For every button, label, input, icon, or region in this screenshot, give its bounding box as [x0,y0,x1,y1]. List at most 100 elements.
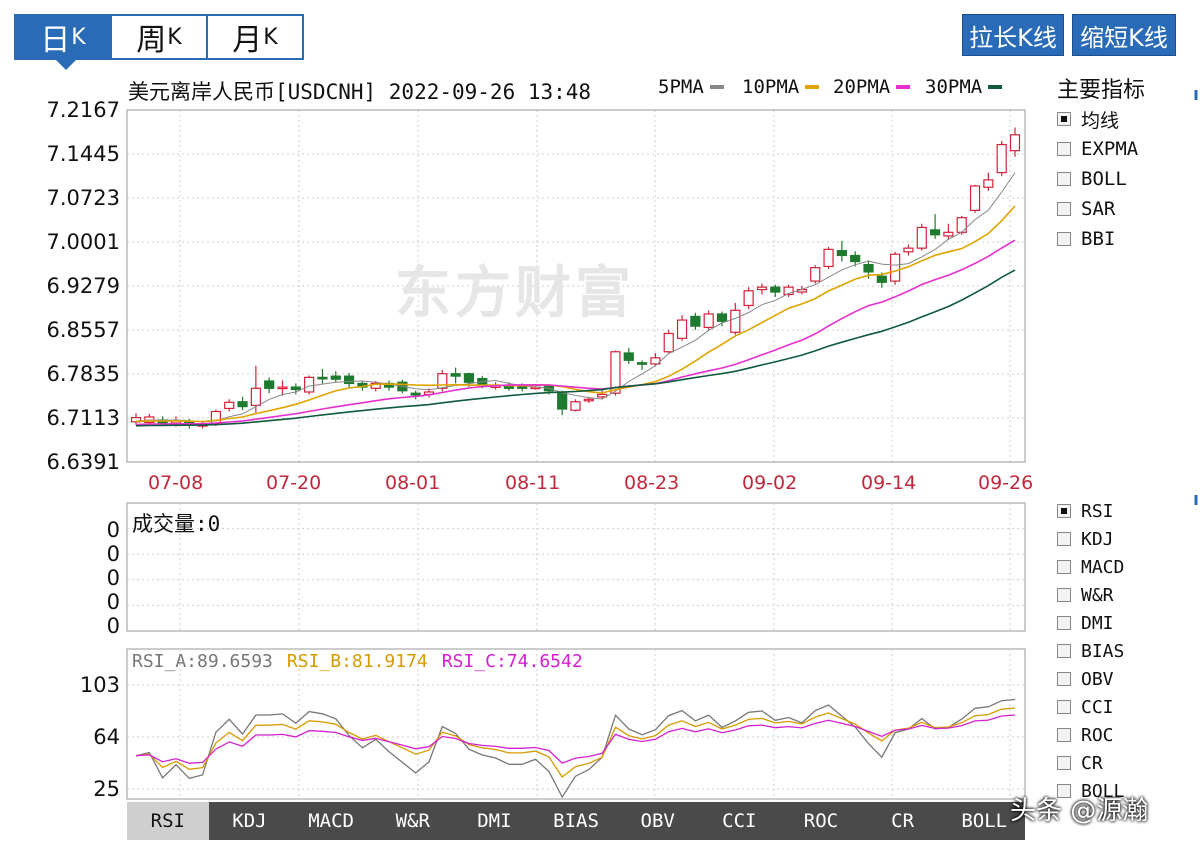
indicator-bbi-label: BBI [1081,228,1116,250]
indicator-boll[interactable]: BOLL [1057,164,1138,194]
checkbox-icon[interactable] [1057,672,1071,686]
candle-body [610,351,621,394]
candle-body [130,416,142,423]
candle-body [836,249,847,257]
sub-indicator-dmi[interactable]: DMI [1057,609,1124,637]
checkbox-icon[interactable] [1057,112,1071,126]
candle-body [943,231,954,237]
candle-body [570,401,581,411]
checkbox-icon[interactable] [1057,644,1071,658]
sub-indicator-macd[interactable]: MACD [1057,553,1124,581]
checkbox-icon[interactable] [1057,232,1071,246]
main-grid [127,110,1025,462]
bottom-tab-bias[interactable]: BIAS [553,810,599,832]
volume-label-row: 成交量:0 [132,508,220,538]
indicator-expma-label: EXPMA [1081,138,1139,160]
checkbox-icon[interactable] [1057,700,1071,714]
sub-indicator-cr[interactable]: CR [1057,749,1124,777]
rsi-y-tick: 25 [93,777,120,801]
bottom-tab-kdj[interactable]: KDJ [232,810,267,832]
y-tick-label: 7.1445 [46,142,120,166]
candle-body [237,401,248,408]
y-tick-label: 6.6391 [46,450,120,474]
lengthen-kline-button[interactable]: 拉长K线 [962,14,1064,56]
ma-legend-30-swatch [988,85,1003,89]
indicator-ma[interactable]: 均线 [1057,104,1138,134]
rsi-c-label: RSI_C:74.6542 [441,651,583,672]
bottom-tab-boll[interactable]: BOLL [961,810,1008,832]
candle-body [969,185,981,211]
sub-indicator-roc[interactable]: ROC [1057,721,1124,749]
rsi-line-c [135,714,1016,764]
candle-body [250,387,261,406]
checkbox-icon[interactable] [1057,142,1071,156]
ma-legend-5-label: 5PMA [658,76,704,98]
sub-indicator-bias-label: BIAS [1081,640,1125,662]
main-indicator-heading: 主要指标 [1057,78,1146,103]
checkbox-icon[interactable] [1057,588,1071,602]
bottom-indicator-tabs: RSI KDJ MACD W&R DMI BIAS OBV CCI ROC CR… [127,802,1025,840]
bottom-tab-dmi[interactable]: DMI [477,810,512,832]
sub-indicator-bias[interactable]: BIAS [1057,637,1124,665]
bottom-tab-cci[interactable]: CCI [722,810,757,832]
x-tick-label: 09-14 [861,472,917,494]
checkbox-icon[interactable] [1057,560,1071,574]
bottom-tab-obv[interactable]: OBV [640,810,675,832]
tab-weekly-suffix: K [167,24,182,50]
tab-daily-suffix: K [71,24,86,50]
checkbox-icon[interactable] [1057,172,1071,186]
sub-indicator-obv[interactable]: OBV [1057,665,1124,693]
checkbox-icon[interactable] [1057,784,1071,798]
ma-legend-20-label: 20PMA [833,76,891,98]
candle-body [730,309,741,333]
sub-indicator-boll[interactable]: BOLL [1057,777,1124,805]
bottom-tab-roc[interactable]: ROC [803,810,839,832]
candle-body [929,229,941,236]
ma-legend-30: 30PMA [925,76,1003,98]
ma-legend-5-swatch [709,85,724,89]
ma-legend-10: 10PMA [742,76,820,98]
candle-body [557,392,568,410]
bottom-tab-wr[interactable]: W&R [395,810,430,832]
sub-indicator-rsi[interactable]: RSI [1057,497,1124,525]
volume-y-tick: 0 [106,566,120,590]
rsi-lines [135,698,1016,799]
y-tick-label: 6.7835 [46,362,120,386]
shorten-kline-button[interactable]: 缩短K线 [1072,14,1176,56]
x-tick-label: 08-11 [505,472,561,494]
sub-indicator-kdj[interactable]: KDJ [1057,525,1124,553]
indicator-expma[interactable]: EXPMA [1057,134,1138,164]
x-tick-label: 09-26 [978,472,1034,494]
indicator-sar-label: SAR [1081,198,1116,220]
bottom-tab-macd[interactable]: MACD [308,810,354,832]
sub-indicator-cci[interactable]: CCI [1057,693,1124,721]
sub-indicator-cr-label: CR [1081,752,1103,774]
y-tick-label: 7.0723 [46,186,120,210]
candle-body [676,319,688,339]
checkbox-icon[interactable] [1057,616,1071,630]
bottom-tab-rsi[interactable]: RSI [127,802,209,840]
volume-y-tick: 0 [106,542,120,566]
bottom-tab-cr[interactable]: CR [891,810,915,832]
sub-indicator-boll-label: BOLL [1081,780,1125,802]
indicator-sar[interactable]: SAR [1057,194,1138,224]
checkbox-icon[interactable] [1057,756,1071,770]
candle-body [863,264,874,273]
indicator-bbi[interactable]: BBI [1057,224,1138,254]
rsi-a-label: RSI_A:89.6593 [132,651,273,672]
candle-body [224,401,235,410]
checkbox-icon[interactable] [1057,202,1071,216]
sub-indicator-macd-label: MACD [1081,556,1125,578]
checkbox-icon[interactable] [1057,728,1071,742]
sub-indicator-wr[interactable]: W&R [1057,581,1124,609]
candle-body [823,248,834,268]
rsi-y-tick: 64 [93,725,120,749]
candle-body [597,393,608,398]
candle-body [903,247,914,253]
checkbox-icon[interactable] [1057,532,1071,546]
checkbox-icon[interactable] [1057,504,1071,518]
